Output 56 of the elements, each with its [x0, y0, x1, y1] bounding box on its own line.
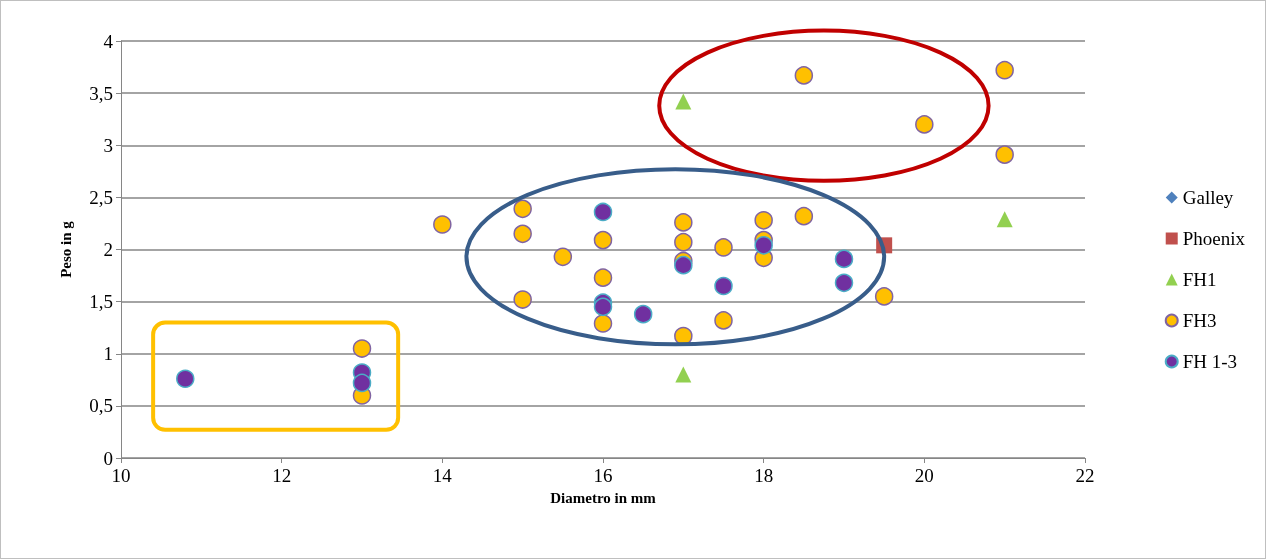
legend-label: Galley — [1182, 187, 1234, 208]
point — [593, 268, 613, 287]
x-tick-label: 22 — [1075, 465, 1095, 486]
y-axis-title: Peso in g — [57, 220, 74, 278]
legend-label: FH3 — [1182, 310, 1217, 331]
point — [996, 211, 1013, 228]
point — [714, 311, 733, 330]
point — [794, 66, 814, 85]
point — [675, 93, 692, 110]
point — [593, 202, 613, 222]
point — [513, 199, 532, 219]
point — [754, 236, 773, 255]
point — [513, 224, 532, 244]
y-tick-label: 2 — [103, 239, 113, 260]
point — [593, 230, 613, 250]
point — [593, 297, 613, 317]
point — [834, 273, 854, 293]
x-tick-label: 16 — [593, 465, 613, 486]
legend-label: Phoenix — [1182, 228, 1246, 249]
point — [553, 247, 573, 267]
point — [874, 287, 894, 306]
point — [674, 213, 693, 232]
point — [633, 304, 653, 324]
x-tick-label: 20 — [914, 465, 934, 486]
y-tick-label: 2,5 — [89, 186, 113, 208]
x-tick-label: 10 — [111, 465, 131, 486]
point — [675, 366, 692, 383]
y-tick-label: 0 — [103, 447, 113, 469]
point — [995, 60, 1014, 80]
point — [352, 339, 372, 358]
legend-label: FH 1-3 — [1182, 351, 1238, 372]
point — [593, 314, 613, 333]
x-tick-label: 18 — [754, 465, 774, 486]
legend-label: FH1 — [1182, 269, 1217, 290]
point — [834, 249, 854, 269]
y-tick-label: 3 — [103, 134, 113, 156]
y-tick-label: 3,5 — [89, 82, 113, 104]
point — [674, 255, 693, 275]
y-tick-label: 0,5 — [89, 395, 113, 417]
point — [754, 211, 773, 230]
x-tick-label: 14 — [432, 465, 453, 486]
point — [714, 238, 733, 257]
y-tick-label: 4 — [103, 30, 114, 52]
point — [513, 290, 532, 309]
point — [176, 369, 195, 389]
x-axis-title: Diametro in mm — [550, 489, 657, 506]
x-tick-label: 12 — [272, 465, 292, 486]
point — [995, 145, 1014, 164]
y-tick-label: 1 — [103, 343, 113, 365]
point — [674, 232, 693, 252]
y-tick-label: 1,5 — [89, 291, 113, 313]
point — [433, 215, 452, 234]
point — [915, 115, 934, 134]
point — [794, 206, 814, 226]
point — [714, 276, 733, 296]
point — [352, 373, 372, 393]
